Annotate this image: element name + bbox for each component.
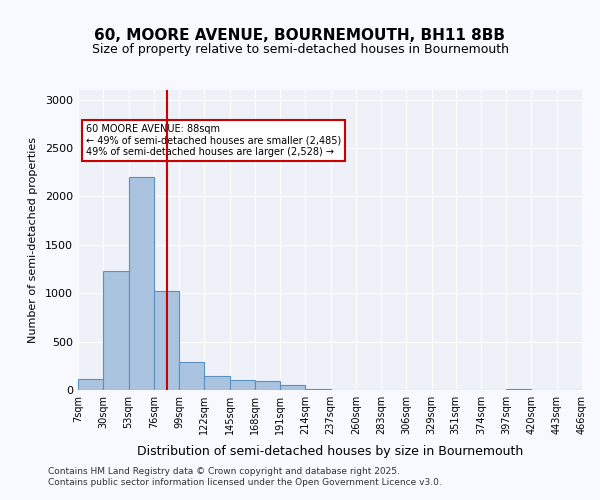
Bar xyxy=(280,384,305,390)
Text: 60 MOORE AVENUE: 88sqm
← 49% of semi-detached houses are smaller (2,485)
49% of : 60 MOORE AVENUE: 88sqm ← 49% of semi-det… xyxy=(86,124,341,157)
Bar xyxy=(78,380,103,390)
Bar xyxy=(179,362,204,390)
Y-axis label: Number of semi-detached properties: Number of semi-detached properties xyxy=(28,137,38,343)
Bar xyxy=(230,380,255,390)
X-axis label: Distribution of semi-detached houses by size in Bournemouth: Distribution of semi-detached houses by … xyxy=(137,446,523,458)
Bar xyxy=(506,388,532,390)
Text: 60, MOORE AVENUE, BOURNEMOUTH, BH11 8BB: 60, MOORE AVENUE, BOURNEMOUTH, BH11 8BB xyxy=(95,28,505,42)
Bar xyxy=(154,292,179,390)
Bar xyxy=(204,376,230,390)
Bar xyxy=(103,271,128,390)
Bar xyxy=(128,177,154,390)
Text: Size of property relative to semi-detached houses in Bournemouth: Size of property relative to semi-detach… xyxy=(91,42,509,56)
Bar xyxy=(305,388,331,390)
Bar xyxy=(255,382,280,390)
Text: Contains HM Land Registry data © Crown copyright and database right 2025.
Contai: Contains HM Land Registry data © Crown c… xyxy=(48,468,442,487)
